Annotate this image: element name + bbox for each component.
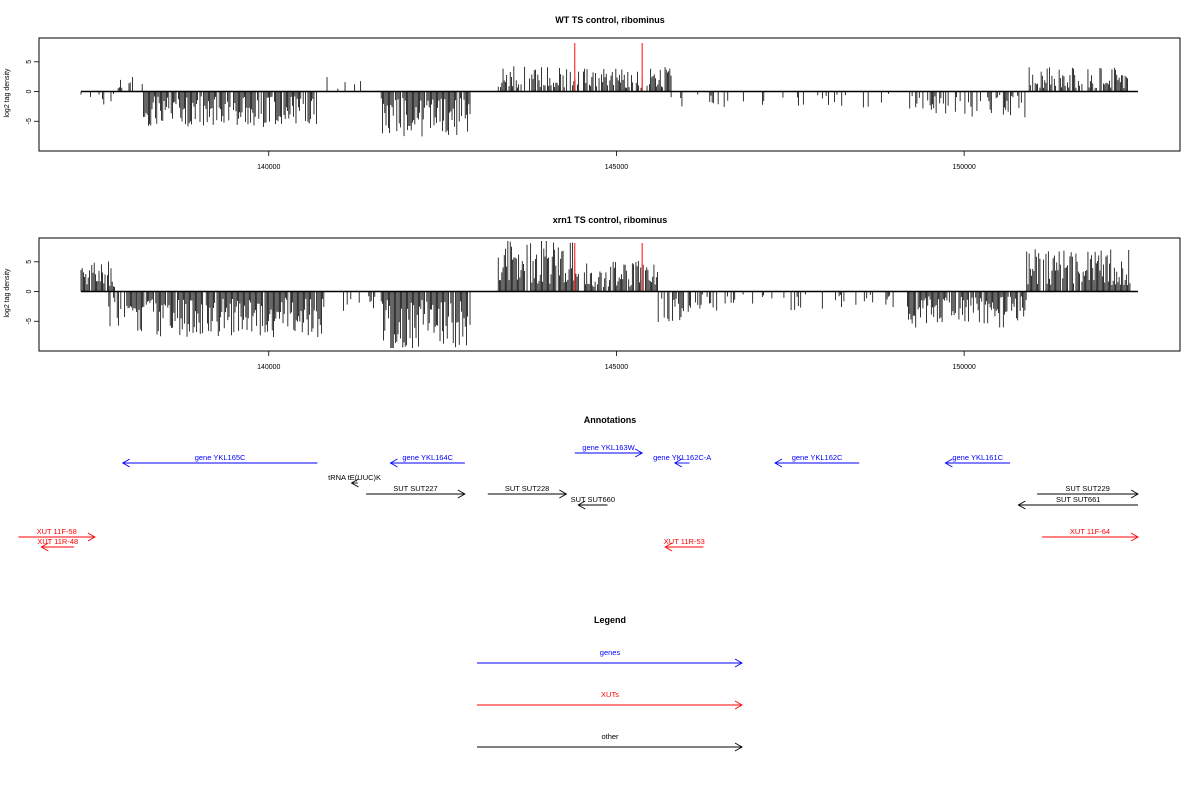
annotation-arrow: gene YKL165C xyxy=(121,453,318,468)
xrn1-y-tick-label: 5 xyxy=(26,260,33,264)
legend-items: genes XUTs other xyxy=(477,648,743,752)
annotation-label: gene YKL161C xyxy=(952,453,1003,462)
annotation-label: SUT SUT661 xyxy=(1056,495,1100,504)
annotation-label: tRNA tE(UUC)K xyxy=(328,473,381,482)
annotation-arrow: SUT SUT228 xyxy=(487,484,568,499)
xrn1-y-axis-label: log2 tag density xyxy=(4,268,11,318)
annotation-arrow: SUT SUT660 xyxy=(571,495,615,510)
annotation-label: XUT 11F-64 xyxy=(1070,527,1110,536)
annotation-label: XUT 11R-53 xyxy=(664,537,705,546)
annotation-label: gene YKL162C xyxy=(792,453,843,462)
wt-marker-lines xyxy=(574,43,643,92)
xrn1-marker-lines xyxy=(574,243,643,292)
annotation-arrow: SUT SUT229 xyxy=(1037,484,1139,499)
legend-label-other: other xyxy=(601,732,619,741)
xrn1-axes: 5 0 -5 140000 145000 150000 xyxy=(26,260,1138,371)
annotation-label: SUT SUT660 xyxy=(571,495,615,504)
wt-x-tick-label: 150000 xyxy=(952,164,975,171)
annotation-label: gene YKL165C xyxy=(195,453,246,462)
annotation-arrow: gene YKL162C-A xyxy=(653,453,711,468)
annotation-label: gene YKL164C xyxy=(402,453,453,462)
xrn1-x-tick-label: 150000 xyxy=(952,364,975,371)
annotation-items: gene YKL165C gene YKL164C gene YKL163W gene… xyxy=(18,443,1139,552)
xrn1-y-tick-label: -5 xyxy=(26,318,33,324)
annotation-arrow: gene YKL162C xyxy=(774,453,860,468)
wt-plot-frame xyxy=(38,37,1181,152)
wt-track-panel: WT TS control, ribominus log2 tag densit… xyxy=(4,15,1181,171)
annotation-arrow: tRNA tE(UUC)K xyxy=(328,473,381,488)
annotation-label: gene YKL162C-A xyxy=(653,453,711,462)
annotation-label: SUT SUT229 xyxy=(1065,484,1109,493)
legend-label-genes: genes xyxy=(600,648,621,657)
legend-label-xuts: XUTs xyxy=(601,690,619,699)
wt-y-tick-label: 5 xyxy=(26,60,33,64)
legend-arrow-xuts: XUTs xyxy=(477,690,743,710)
annotation-label: XUT 11F-58 xyxy=(37,527,77,536)
annotation-label: gene YKL163W xyxy=(582,443,635,452)
annotation-arrow: XUT 11F-58 xyxy=(18,527,96,542)
annotation-arrow: gene YKL164C xyxy=(389,453,465,468)
xrn1-plot-frame xyxy=(38,237,1181,352)
annotation-label: SUT SUT227 xyxy=(393,484,437,493)
annotation-arrow: gene YKL161C xyxy=(944,453,1011,468)
legend-arrow-other: other xyxy=(477,732,743,752)
legend-arrow-genes: genes xyxy=(477,648,743,668)
xrn1-signal-bars xyxy=(80,240,1131,349)
legend-panel: Legend genes XUTs other xyxy=(477,615,743,752)
annotations-panel: Annotations gene YKL165C gene YKL164Cgene… xyxy=(18,415,1139,552)
annotation-arrow: XUT 11F-64 xyxy=(1042,527,1139,542)
wt-y-tick-label: 0 xyxy=(26,89,33,93)
annotation-label: SUT SUT228 xyxy=(505,484,549,493)
wt-x-tick-label: 145000 xyxy=(605,164,628,171)
wt-track-title: WT TS control, ribominus xyxy=(555,15,665,25)
annotation-arrow: XUT 11R-53 xyxy=(664,537,705,552)
xrn1-track-panel: xrn1 TS control, ribominus log2 tag dens… xyxy=(4,215,1181,371)
wt-y-axis-label: log2 tag density xyxy=(4,68,11,118)
annotation-arrow: gene YKL163W xyxy=(574,443,644,458)
xrn1-track-title: xrn1 TS control, ribominus xyxy=(553,215,668,225)
annotation-label: XUT 11R-48 xyxy=(37,537,78,546)
wt-signal-bars xyxy=(80,66,1128,137)
annotation-arrow: SUT SUT227 xyxy=(366,484,466,499)
xrn1-x-tick-label: 140000 xyxy=(257,364,280,371)
xrn1-y-tick-label: 0 xyxy=(26,289,33,293)
wt-y-tick-label: -5 xyxy=(26,118,33,124)
legend-title: Legend xyxy=(594,615,626,625)
annotation-arrow: SUT SUT661 xyxy=(1017,495,1138,510)
wt-axes: 5 0 -5 140000 145000 150000 xyxy=(26,60,1138,171)
wt-x-tick-label: 140000 xyxy=(257,164,280,171)
xrn1-x-tick-label: 145000 xyxy=(605,364,628,371)
annotations-title: Annotations xyxy=(584,415,637,425)
annotation-arrow: XUT 11R-48 xyxy=(37,537,78,552)
